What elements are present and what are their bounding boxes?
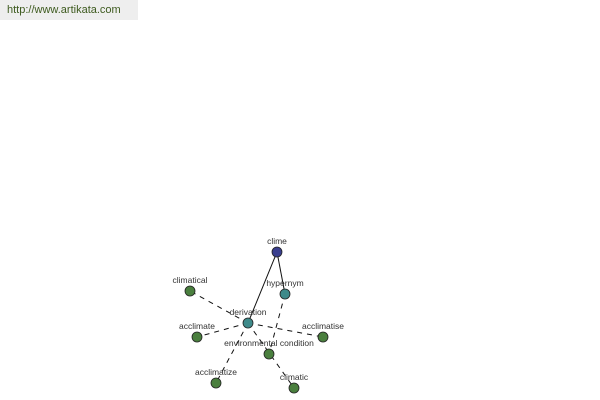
node-hypernym[interactable] (279, 288, 291, 300)
node-climatical[interactable] (184, 285, 196, 297)
site-url-link[interactable]: http://www.artikata.com (7, 4, 121, 16)
node-label-derivation: derivation (230, 307, 267, 317)
node-label-hypernym: hypernym (266, 278, 303, 288)
node-env[interactable] (263, 348, 275, 360)
node-acclimate[interactable] (191, 331, 203, 343)
node-label-acclimatise: acclimatise (302, 321, 344, 331)
node-label-clime: clime (267, 236, 287, 246)
edge-derivation-climatic (247, 322, 295, 389)
edge-clime-derivation (247, 251, 278, 324)
site-banner: http://www.artikata.com (0, 0, 138, 20)
node-label-acclimate: acclimate (179, 321, 215, 331)
node-label-acclimatize: acclimatize (195, 367, 237, 377)
node-clime[interactable] (271, 246, 283, 258)
edge-derivation-climatical (189, 290, 249, 324)
edge-hypernym-env (268, 293, 286, 355)
node-acclimatize[interactable] (210, 377, 222, 389)
edge-derivation-acclimatise (247, 322, 324, 338)
node-label-env: environmental condition (224, 338, 314, 348)
edge-derivation-acclimate (196, 322, 249, 338)
edge-clime-hypernym (276, 251, 286, 295)
node-label-climatical: climatical (173, 275, 208, 285)
node-acclimatise[interactable] (317, 331, 329, 343)
edge-derivation-acclimatize (215, 322, 249, 384)
node-climatic[interactable] (288, 382, 300, 394)
node-label-climatic: climatic (280, 372, 309, 382)
node-derivation[interactable] (242, 317, 254, 329)
